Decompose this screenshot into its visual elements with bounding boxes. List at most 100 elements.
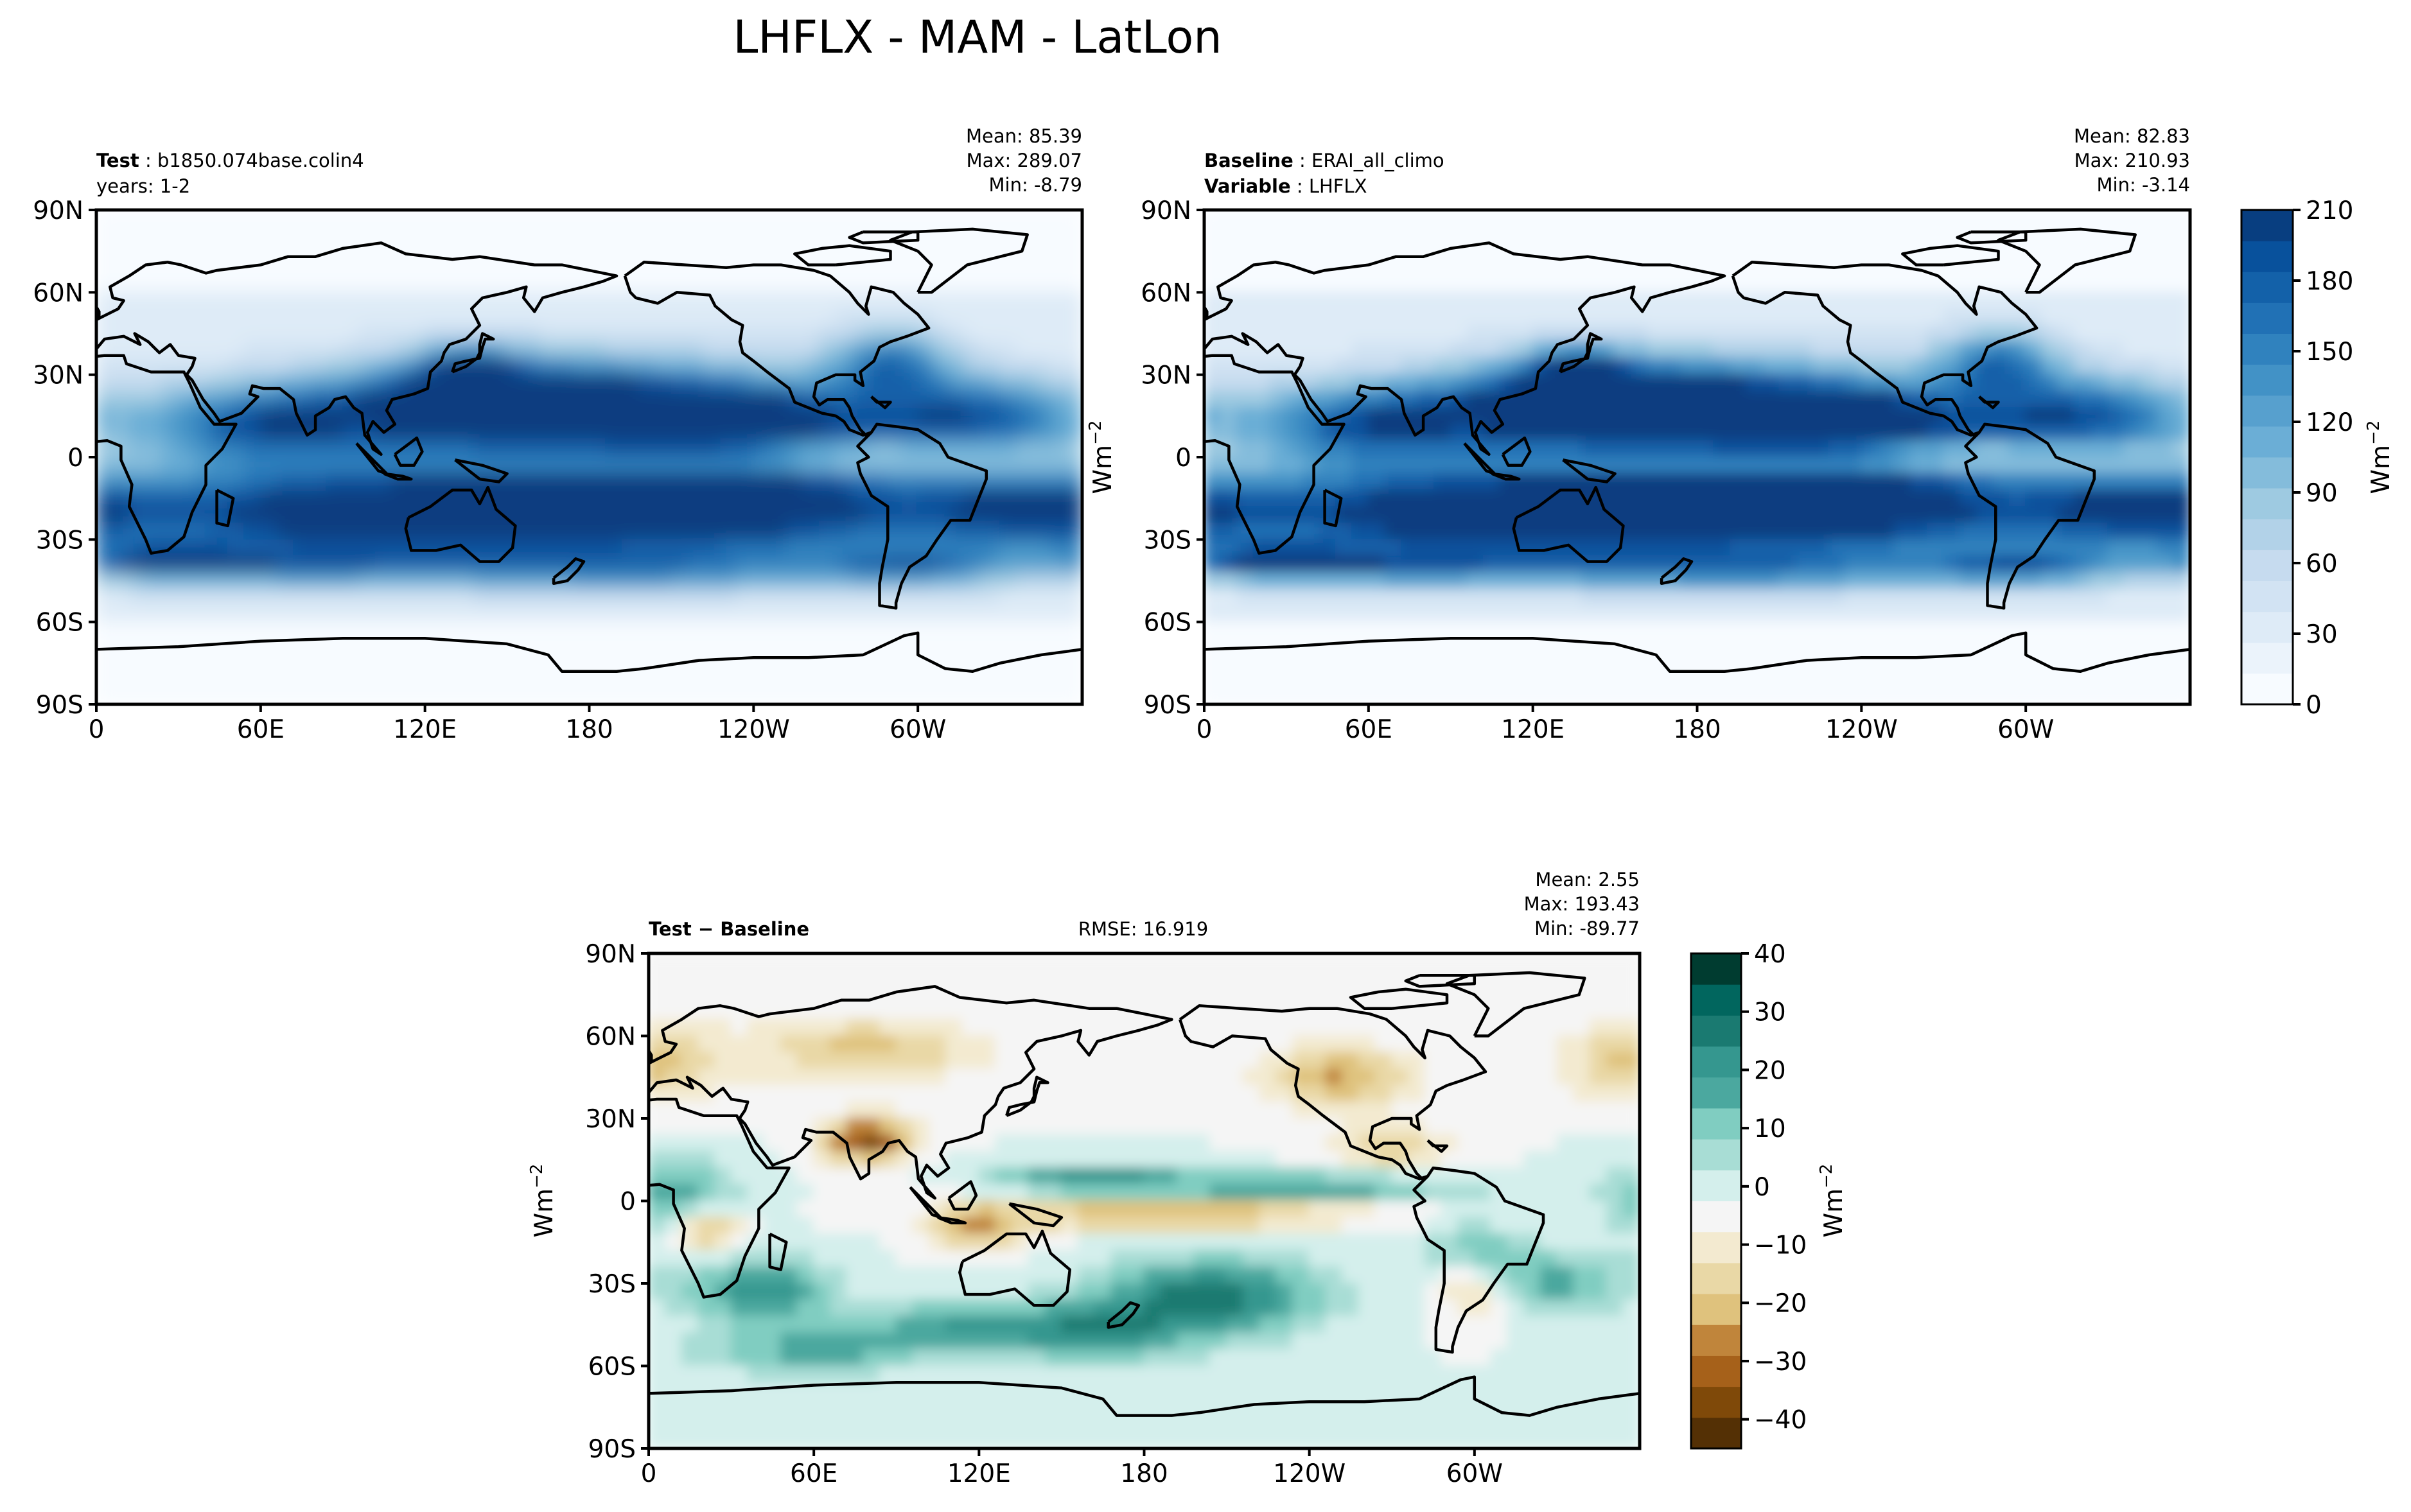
test-field-cell (457, 670, 475, 689)
test-field-cell (441, 588, 459, 606)
test-field-cell (1065, 358, 1082, 376)
baseline-field-cell (1861, 390, 1879, 408)
baseline-field-cell (2041, 621, 2060, 639)
baseline-field-cell (2041, 210, 2060, 227)
difference-field-cell (714, 1266, 732, 1284)
test-field-cell (753, 374, 771, 392)
baseline-field-cell (1729, 407, 1748, 425)
difference-field-cell (1358, 1084, 1376, 1103)
difference-field-cell (1160, 1118, 1178, 1136)
test-field-cell (884, 291, 902, 309)
test-field-cell (917, 341, 935, 359)
difference-field-cell (1556, 1118, 1575, 1136)
test-field-cell (276, 407, 294, 425)
test-field-cell (523, 324, 541, 343)
baseline-field-cell (1861, 275, 1879, 293)
test-field-cell (342, 456, 360, 474)
difference-field-cell (1573, 1068, 1591, 1086)
baseline-field-cell (1828, 473, 1846, 491)
baseline-field-cell (2123, 473, 2142, 491)
test-field-cell (128, 571, 146, 590)
baseline-field-cell (1811, 605, 1830, 623)
test-field-cell (933, 390, 952, 408)
baseline-field-cell (1220, 407, 1238, 425)
difference-field-cell (649, 1134, 666, 1152)
baseline-field-cell (1581, 423, 1599, 442)
test-field-cell (112, 210, 130, 227)
baseline-field-cell (1762, 670, 1780, 689)
difference-field-cell (1060, 1200, 1079, 1219)
baseline-field-cell (1828, 324, 1846, 343)
difference-field-cell (813, 1183, 831, 1202)
difference-field-cell (829, 1167, 848, 1185)
test-field-cell (621, 374, 640, 392)
baseline-field-cell (1778, 506, 1796, 524)
test-field-cell (671, 358, 688, 376)
test-field-cell (851, 571, 870, 590)
baseline-field-cell (2058, 341, 2076, 359)
baseline-field-cell (1696, 341, 1715, 359)
difference-field-cell (1457, 1151, 1475, 1169)
test-field-cell (1048, 291, 1067, 309)
baseline-field-cell (1811, 210, 1830, 227)
baseline-field-cell (1548, 225, 1566, 244)
test-field-cell (900, 259, 919, 277)
baseline-field-cell (2091, 506, 2109, 524)
difference-field-cell (1539, 1266, 1558, 1284)
test-field-cell (473, 275, 491, 293)
baseline-field-cell (2107, 324, 2125, 343)
test-field-cell (917, 440, 935, 458)
test-field-cell (276, 308, 294, 326)
baseline-field-cell (2091, 324, 2109, 343)
baseline-field-cell (2058, 374, 2076, 392)
baseline-field-cell (1811, 571, 1830, 590)
baseline-field-cell (1861, 539, 1879, 557)
difference-field-cell (796, 1266, 815, 1284)
baseline-field-cell (1778, 555, 1796, 573)
test-field-cell (556, 638, 574, 656)
baseline-field-cell (1679, 621, 1698, 639)
test-field-cell (1032, 571, 1050, 590)
difference-field-cell (649, 1217, 666, 1235)
test-field-cell (128, 225, 146, 244)
difference-field-cell (1374, 1200, 1393, 1219)
test-field-cell (96, 242, 114, 260)
test-field-cell (177, 621, 196, 639)
baseline-field-cell (2008, 588, 2027, 606)
difference-field-cell (714, 953, 732, 971)
baseline-field-cell (1516, 621, 1534, 639)
difference-field-cell (879, 1002, 897, 1020)
difference-field-cells (649, 953, 1640, 1448)
test-field-cell (374, 225, 393, 244)
difference-field-cell (1242, 1084, 1261, 1103)
baseline-field-cell (1236, 588, 1254, 606)
test-field-cell (868, 374, 886, 392)
difference-field-cell (1276, 986, 1293, 1004)
test-field-cell (473, 506, 491, 524)
baseline-field-cell (2140, 621, 2158, 639)
difference-field-cell (1110, 1167, 1128, 1185)
test-field-cell (1065, 423, 1082, 442)
difference-field-cell (813, 1200, 831, 1219)
baseline-field-cell (1499, 555, 1518, 573)
baseline-field-cell (1631, 374, 1649, 392)
baseline-field-cell (1647, 423, 1665, 442)
difference-field-cell (829, 1084, 848, 1103)
baseline-field-cell (1516, 687, 1534, 704)
baseline-field-cell (1811, 324, 1830, 343)
baseline-field-cell (1252, 341, 1271, 359)
baseline-field-cell (1976, 456, 1994, 474)
difference-field-cell (664, 1068, 683, 1086)
difference-field-cell (978, 1018, 997, 1037)
difference-field-cell (1143, 1052, 1162, 1070)
difference-field-cell (1193, 953, 1211, 971)
baseline-field-cell (1778, 390, 1796, 408)
difference-field-cell (1193, 1183, 1211, 1202)
test-field-cell (523, 522, 541, 541)
baseline-field-cell (1466, 275, 1484, 293)
baseline-field-cell (1943, 440, 1961, 458)
test-field-cell (506, 210, 525, 227)
difference-field-cell (1143, 1134, 1162, 1152)
difference-field-cell (1539, 953, 1558, 971)
test-field-cell (851, 670, 870, 689)
